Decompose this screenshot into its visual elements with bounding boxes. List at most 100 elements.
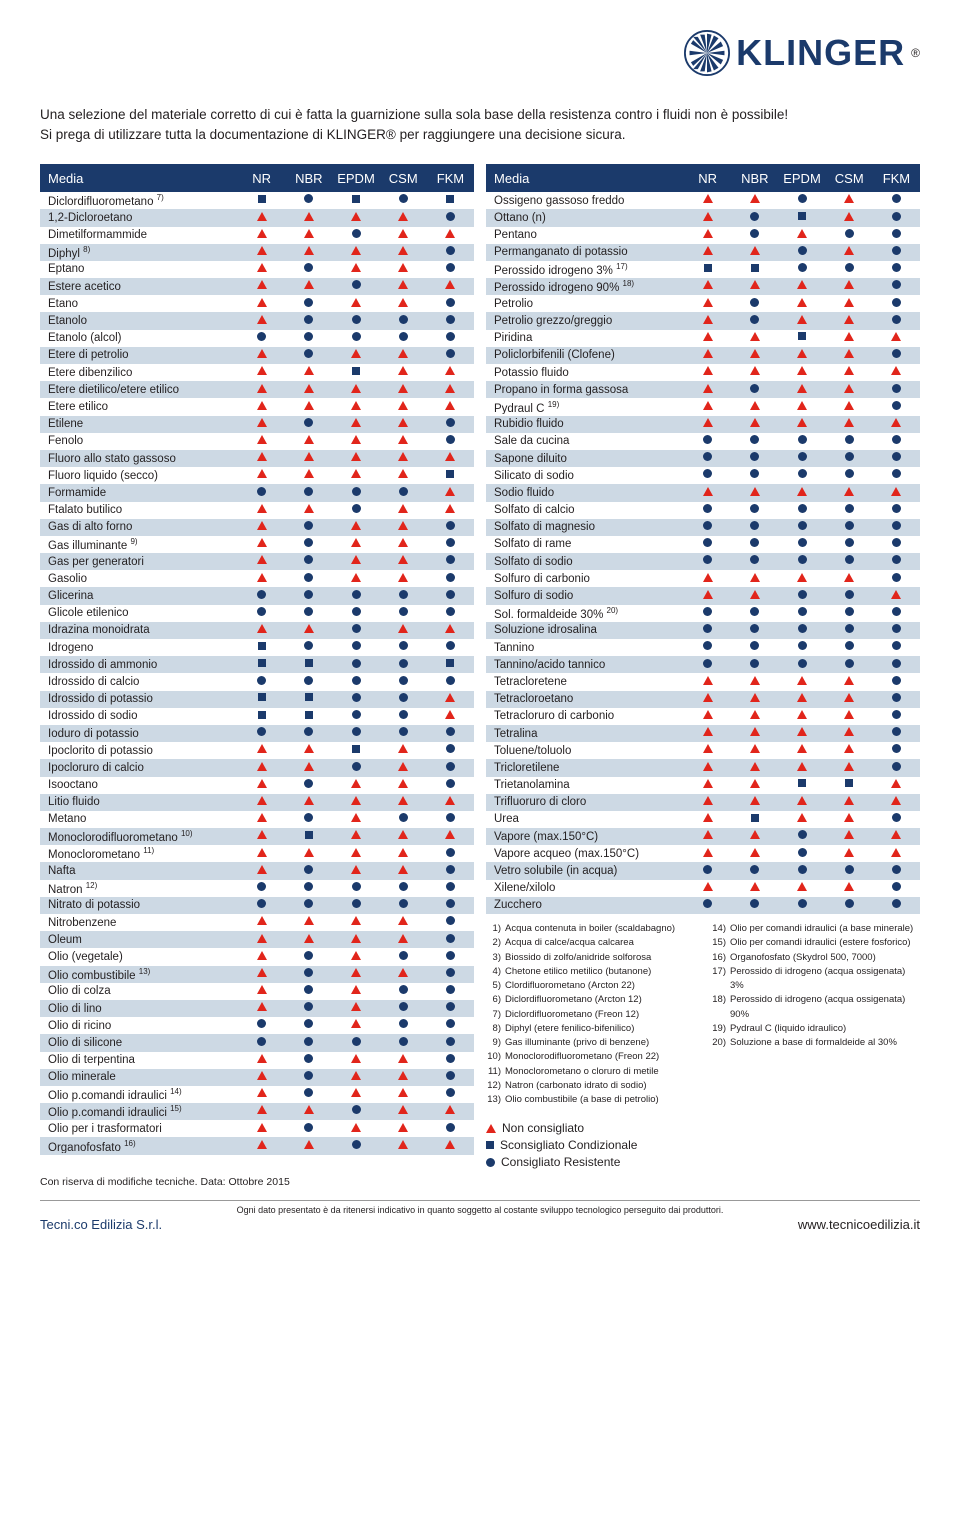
table-row: Olio p.comandi idraulici 15) bbox=[40, 1103, 474, 1120]
rating-cell bbox=[731, 349, 778, 362]
triangle-icon bbox=[844, 194, 854, 203]
triangle-icon bbox=[703, 418, 713, 427]
triangle-icon bbox=[797, 229, 807, 238]
rating-cell bbox=[778, 762, 825, 775]
media-name: Ftalato butilico bbox=[40, 504, 238, 516]
table-row: Olio (vegetale) bbox=[40, 948, 474, 965]
rating-cell bbox=[332, 641, 379, 654]
circle-icon bbox=[304, 779, 313, 788]
triangle-icon bbox=[797, 384, 807, 393]
table-row: Monoclorodifluorometano 10) bbox=[40, 828, 474, 845]
media-name: Pentano bbox=[486, 229, 684, 241]
circle-icon bbox=[750, 641, 759, 650]
triangle-icon bbox=[351, 349, 361, 358]
table-row: Propano in forma gassosa bbox=[486, 381, 920, 398]
circle-icon bbox=[892, 452, 901, 461]
triangle-icon bbox=[304, 212, 314, 221]
rating-cell bbox=[285, 469, 332, 482]
rating-cell bbox=[380, 349, 427, 362]
table-row: Tetracloroetano bbox=[486, 691, 920, 708]
circle-icon bbox=[892, 401, 901, 410]
rating-cell bbox=[238, 246, 285, 259]
footnote-item: 9)Gas illuminante (privo di benzene) bbox=[486, 1036, 695, 1050]
circle-icon bbox=[446, 985, 455, 994]
media-name: Gas per generatori bbox=[40, 556, 238, 568]
media-name: Soluzione idrosalina bbox=[486, 624, 684, 636]
media-name: Zucchero bbox=[486, 899, 684, 911]
triangle-icon bbox=[797, 298, 807, 307]
revision-note: Con riserva di modifiche tecniche. Data:… bbox=[40, 1176, 920, 1188]
rating-cell bbox=[332, 865, 379, 878]
circle-icon bbox=[845, 865, 854, 874]
rating-cell bbox=[238, 676, 285, 689]
table-row: Nitrobenzene bbox=[40, 914, 474, 931]
circle-icon bbox=[352, 229, 361, 238]
media-name: Olio (vegetale) bbox=[40, 951, 238, 963]
rating-cell bbox=[778, 452, 825, 465]
rating-cell bbox=[285, 332, 332, 345]
rating-cell bbox=[380, 1002, 427, 1015]
circle-icon bbox=[399, 641, 408, 650]
circle-icon bbox=[446, 590, 455, 599]
footnotes: 1)Acqua contenuta in boiler (scaldabagno… bbox=[486, 922, 920, 1107]
rating-cell bbox=[731, 401, 778, 414]
circle-icon bbox=[304, 573, 313, 582]
circle-icon bbox=[446, 521, 455, 530]
circle-icon bbox=[257, 882, 266, 891]
triangle-icon bbox=[304, 934, 314, 943]
rating-cell bbox=[873, 830, 920, 843]
rating-cell bbox=[238, 882, 285, 895]
rating-cell bbox=[684, 504, 731, 517]
triangle-icon bbox=[257, 624, 267, 633]
triangle-icon bbox=[844, 366, 854, 375]
circle-icon bbox=[304, 985, 313, 994]
col-csm: CSM bbox=[826, 171, 873, 186]
rating-cell bbox=[238, 1054, 285, 1067]
circle-icon bbox=[486, 1158, 495, 1167]
media-name: Litio fluido bbox=[40, 796, 238, 808]
klinger-logo: KLINGER® bbox=[684, 30, 920, 76]
rating-cell bbox=[778, 744, 825, 757]
square-icon bbox=[352, 195, 360, 203]
rating-cell bbox=[380, 263, 427, 276]
rating-cell bbox=[285, 315, 332, 328]
rating-cell bbox=[684, 487, 731, 500]
triangle-icon bbox=[398, 796, 408, 805]
circle-icon bbox=[892, 727, 901, 736]
rating-cell bbox=[427, 607, 474, 620]
triangle-icon bbox=[844, 796, 854, 805]
triangle-icon bbox=[797, 727, 807, 736]
square-icon bbox=[258, 642, 266, 650]
media-name: Petrolio bbox=[486, 298, 684, 310]
media-name: Gasolio bbox=[40, 573, 238, 585]
rating-cell bbox=[684, 848, 731, 861]
rating-cell bbox=[826, 538, 873, 551]
rating-cell bbox=[684, 624, 731, 637]
circle-icon bbox=[399, 607, 408, 616]
rating-cell bbox=[427, 796, 474, 809]
circle-icon bbox=[845, 607, 854, 616]
rating-cell bbox=[873, 882, 920, 895]
circle-icon bbox=[798, 865, 807, 874]
rating-cell bbox=[826, 779, 873, 791]
rating-cell bbox=[826, 194, 873, 207]
circle-icon bbox=[399, 710, 408, 719]
triangle-icon bbox=[257, 384, 267, 393]
rating-cell bbox=[427, 195, 474, 207]
rating-cell bbox=[778, 280, 825, 293]
rating-cell bbox=[873, 796, 920, 809]
media-name: Ipocloruro di calcio bbox=[40, 762, 238, 774]
triangle-icon bbox=[445, 487, 455, 496]
circle-icon bbox=[446, 882, 455, 891]
rating-cell bbox=[778, 366, 825, 379]
rating-cell bbox=[238, 762, 285, 775]
tables-container: Media NR NBR EPDM CSM FKM Diclordifluoro… bbox=[40, 164, 920, 1172]
circle-icon bbox=[845, 521, 854, 530]
rating-cell bbox=[285, 865, 332, 878]
circle-icon bbox=[446, 607, 455, 616]
triangle-icon bbox=[398, 469, 408, 478]
rating-cell bbox=[684, 659, 731, 672]
circle-icon bbox=[446, 246, 455, 255]
rating-cell bbox=[731, 469, 778, 482]
rating-cell bbox=[332, 452, 379, 465]
